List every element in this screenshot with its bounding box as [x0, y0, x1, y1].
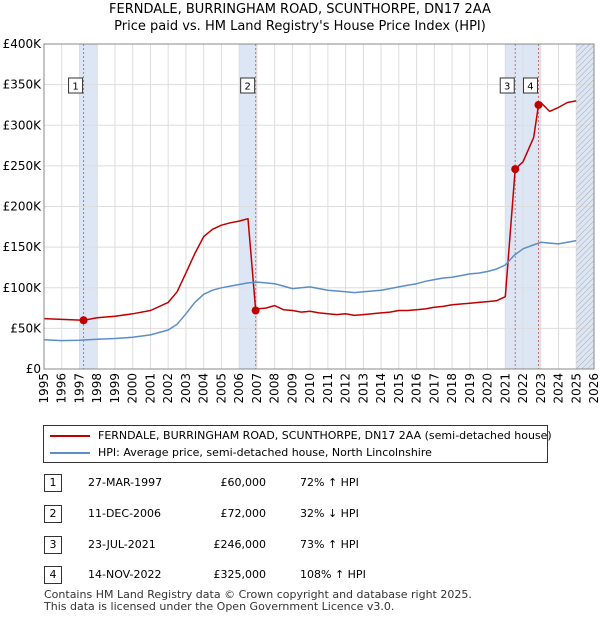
x-tick-label: 2011 — [321, 373, 335, 404]
x-tick-label: 2024 — [552, 373, 566, 404]
x-tick-label: 2000 — [126, 373, 140, 404]
x-tick-label: 2013 — [356, 373, 370, 404]
legend-label-property: FERNDALE, BURRINGHAM ROAD, SCUNTHORPE, D… — [98, 429, 552, 442]
footer-licence: This data is licensed under the Open Gov… — [44, 600, 395, 613]
sale-date: 11-DEC-2006 — [88, 507, 162, 520]
sale-hpi-diff: 72% ↑ HPI — [300, 476, 359, 489]
sale-price: £325,000 — [213, 568, 267, 581]
y-tick-label: £300K — [3, 118, 43, 132]
x-tick-label: 2018 — [445, 373, 459, 404]
x-tick-label: 2016 — [410, 373, 424, 404]
sale-label-2: 2 — [244, 82, 250, 93]
x-tick-label: 2022 — [516, 373, 530, 404]
sale-point-3 — [511, 165, 520, 174]
sale-label-box-3 — [499, 77, 515, 94]
x-tick-label: 1995 — [37, 373, 51, 404]
x-tick-label: 1998 — [90, 373, 104, 404]
x-tick-label: 2014 — [374, 373, 388, 404]
x-tick-label: 2025 — [569, 373, 583, 404]
property-price-line — [43, 100, 577, 322]
y-tick-label: £400K — [3, 37, 43, 51]
sale-date: 27-MAR-1997 — [88, 476, 163, 489]
sale-hpi-diff: 32% ↓ HPI — [300, 507, 359, 520]
sale-label-box-1 — [68, 77, 84, 94]
plot-frame — [43, 43, 595, 370]
x-tick-label: 2004 — [197, 373, 211, 404]
x-tick-label: 2020 — [481, 373, 495, 404]
x-tick-label: 1999 — [108, 373, 122, 404]
y-tick-label: £100K — [3, 281, 43, 295]
sale-number: 1 — [44, 474, 62, 492]
sale-hpi-diff: 108% ↑ HPI — [300, 568, 366, 581]
sale-number: 3 — [44, 536, 62, 554]
x-tick-label: 2009 — [285, 373, 299, 404]
x-tick-label: 2003 — [179, 373, 193, 404]
x-tick-label: 2017 — [427, 373, 441, 404]
x-tick-label: 2019 — [463, 373, 477, 404]
y-tick-label: £0 — [26, 362, 41, 376]
legend-swatch-hpi — [50, 452, 90, 454]
x-tick-label: 1997 — [72, 373, 86, 404]
forecast-hatch — [576, 44, 594, 369]
sale-point-2 — [251, 306, 260, 315]
legend: FERNDALE, BURRINGHAM ROAD, SCUNTHORPE, D… — [43, 425, 552, 463]
hpi-line — [43, 239, 577, 342]
footer-copyright: Contains HM Land Registry data © Crown c… — [44, 588, 472, 601]
price-chart: 1 2 3 4 £0 £50K £100K £150K £200K £250K £300K £350… — [3, 37, 600, 404]
sale-point-1 — [79, 316, 88, 325]
sale-price: £246,000 — [213, 538, 267, 551]
x-tick-label: 2021 — [498, 373, 512, 404]
y-tick-label: £150K — [3, 240, 43, 254]
x-tick-label: 2010 — [303, 373, 317, 404]
footer: Contains HM Land Registry data © Crown c… — [44, 589, 472, 613]
sale-price: £72,000 — [220, 507, 267, 520]
y-tick-label: £50K — [10, 321, 42, 335]
y-tick-label: £350K — [3, 78, 43, 92]
sale-label-4: 4 — [527, 82, 533, 93]
x-tick-label: 2008 — [268, 373, 282, 404]
sale-label-1: 1 — [72, 82, 78, 93]
x-tick-label: 2002 — [161, 373, 175, 404]
x-tick-label: 2006 — [232, 373, 246, 404]
x-tick-label: 2007 — [250, 373, 264, 404]
sale-label-box-4 — [522, 77, 538, 94]
y-tick-label: £200K — [3, 200, 43, 214]
y-tick-label: £250K — [3, 159, 43, 173]
sale-date: 23-JUL-2021 — [88, 538, 156, 551]
legend-label-hpi: HPI: Average price, semi-detached house,… — [98, 446, 432, 459]
sale-number: 2 — [44, 505, 62, 523]
sale-point-4 — [534, 100, 543, 109]
sale-number: 4 — [44, 566, 62, 584]
sale-price: £60,000 — [220, 476, 267, 489]
x-tick-label: 2026 — [587, 373, 600, 404]
chart-subtitle: Price paid vs. HM Land Registry's House … — [114, 19, 486, 34]
x-tick-label: 2015 — [392, 373, 406, 404]
sale-hpi-diff: 73% ↑ HPI — [300, 538, 359, 551]
x-tick-label: 1996 — [55, 373, 69, 404]
x-tick-label: 2005 — [214, 373, 228, 404]
sale-label-box-2 — [240, 77, 256, 94]
chart-title: FERNDALE, BURRINGHAM ROAD, SCUNTHORPE, D… — [109, 2, 491, 17]
sale-label-3: 3 — [504, 82, 510, 93]
x-tick-label: 2023 — [534, 373, 548, 404]
legend-swatch-property — [50, 435, 90, 437]
x-tick-label: 2012 — [339, 373, 353, 404]
sale-date: 14-NOV-2022 — [88, 568, 162, 581]
x-tick-label: 2001 — [143, 373, 157, 404]
